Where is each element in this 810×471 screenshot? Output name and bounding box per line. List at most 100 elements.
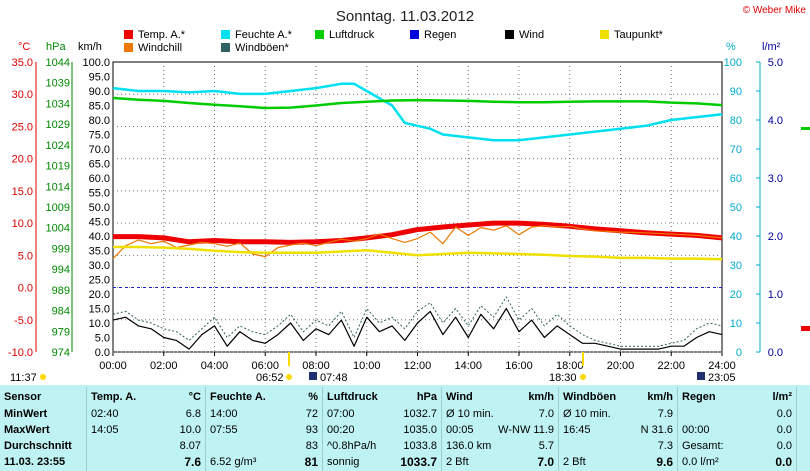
wind-tick-label: 20.0 [89,289,110,301]
rain-total-value: 0.0 [776,440,792,452]
rain-tick-label: 2.0 [768,231,783,243]
sunset-icon [580,374,586,380]
temp-col: Temp. A. °C 02:40 6.8 14:05 10.0 8.07 7.6 [87,385,205,471]
pressure-tick-label: 1009 [46,202,70,214]
legend: Temp. A.* Feuchte A.* Luftdruck Regen Wind Ta… [124,29,664,54]
wind-tick-label: 45.0 [89,217,110,229]
temp-max-value: 10.0 [179,424,201,436]
temp-tick-label: 30.0 [12,89,33,101]
temp-current-value: 7.6 [184,455,201,469]
temp-tick-label: 20.0 [12,154,33,166]
legend-swatch [124,43,133,52]
copyright: © Weber Mike [743,5,807,16]
legend-label: Regen [424,29,456,41]
wind-day-avg: 5.7 [538,440,554,452]
pressure-tick-label: 1024 [46,140,70,152]
rain-tick-label: 3.0 [768,173,783,185]
x-tick-label: 00:00 [99,360,127,372]
wind-col: Wind km/h Ø 10 min. 7.0 00:05 W-NW 11.9 136… [442,385,558,471]
humidity-max-time: 07:55 [210,424,238,436]
moon-icon [697,372,705,380]
humidity-axis-header: % [726,41,736,53]
gust-max-time: 16:45 [563,424,591,436]
temp-min-time: 02:40 [91,408,119,420]
temp-max-time: 14:05 [91,424,119,436]
pressure-col: Luftdruck hPa 07:00 1032.7 00:20 1035.0 ^0.… [323,385,441,471]
humidity-tick-label: 70 [730,144,742,156]
moon-icon [309,372,317,380]
pressure-tick-label: 1014 [46,181,70,193]
pressure-max-time: 00:20 [327,424,355,436]
legend-swatch [410,30,419,39]
temp-avg-value: 8.07 [179,440,201,452]
x-tick-label: 08:00 [302,360,330,372]
wind-tick-label: 55.0 [89,188,110,200]
x-tick-label: 02:00 [150,360,178,372]
left-time-label: 11:37 [10,372,37,384]
rain-min-value: 0.0 [776,408,792,420]
rain-current-value: 0.0 [775,455,792,469]
humidity-tick-label: 20 [730,289,742,301]
humidity-tick-label: 60 [730,173,742,185]
pressure-tick-label: 979 [52,326,70,338]
pressure-trend: ^0.8hPa/h [327,440,377,452]
wind-tick-label: 95.0 [89,72,110,84]
temp-axis-header: °C [18,41,30,53]
pressure-col-unit: hPa [416,391,437,403]
temp-tick-label: -5.0 [14,315,33,327]
pressure-tick-label: 1004 [46,223,70,235]
series-line [112,82,723,142]
temp-tick-label: 25.0 [12,121,33,133]
humidity-tick-label: 80 [730,115,742,127]
axes: 35.0 30.0 25.0 20.0 15.0 10.0 5.0 0.0 -5.0 -10.0 1… [8,57,783,372]
pressure-tick-label: 999 [52,243,70,255]
legend-swatch [600,30,609,39]
rain-axis-header: l/m² [762,41,781,53]
gust-max-value: N 31.6 [640,424,673,436]
rain-tick-label: 5.0 [768,57,783,69]
moon-a-label: 07:48 [320,372,348,384]
wind-tick-label: 50.0 [89,202,110,214]
gust-current-value: 9.6 [656,455,673,469]
legend-swatch [124,30,133,39]
sensor-header: Sensor [4,391,42,403]
wind-tick-label: 5.0 [95,333,110,345]
wind-tick-label: 85.0 [89,101,110,113]
humidity-avg-value: 83 [305,440,318,452]
x-tick-label: 12:00 [404,360,432,372]
series-line [113,245,723,261]
legend-label: Luftdruck [329,29,375,41]
humidity-tick-label: 50 [730,202,742,214]
x-tick-label: 04:00 [201,360,229,372]
x-tick-label: 14:00 [454,360,482,372]
temp-tick-label: 35.0 [12,57,33,69]
series-line [112,96,723,110]
pressure-tick-label: 1044 [46,57,70,69]
pressure-tick-label: 984 [52,306,70,318]
pressure-col-header: Luftdruck [327,391,378,403]
temp-tick-label: 5.0 [18,250,33,262]
wind-avg10-value: 7.0 [538,408,554,420]
humidity-tick-label: 0 [736,347,742,359]
wind-max-time: 00:05 [446,424,474,436]
wind-bft: 2 Bft [446,456,469,468]
temp-tick-label: 10.0 [12,218,33,230]
series-line [112,225,723,260]
legend-label: Windchill [138,42,182,54]
wind-tick-label: 15.0 [89,304,110,316]
moon-b-label: 23:05 [708,372,736,384]
rain-col-header: Regen [682,391,716,403]
pressure-tick-label: 974 [52,347,70,359]
time-markers: 11:37 06:52 07:48 18:30 23:05 [10,352,736,384]
sun-icon [40,374,46,380]
x-tick-label: 18:00 [556,360,584,372]
temp-tick-label: -10.0 [8,347,33,359]
pressure-min-value: 1032.7 [403,408,437,420]
rain-tick-label: 1.0 [768,289,783,301]
stats-table: Sensor MinWert MaxWert Durchschnitt 11.0… [0,385,810,471]
pressure-tick-label: 989 [52,285,70,297]
rain-tick-label: 4.0 [768,115,783,127]
humidity-tick-label: 100 [724,57,742,69]
gust-bft: 2 Bft [563,456,586,468]
sunset-label: 18:30 [549,372,577,384]
